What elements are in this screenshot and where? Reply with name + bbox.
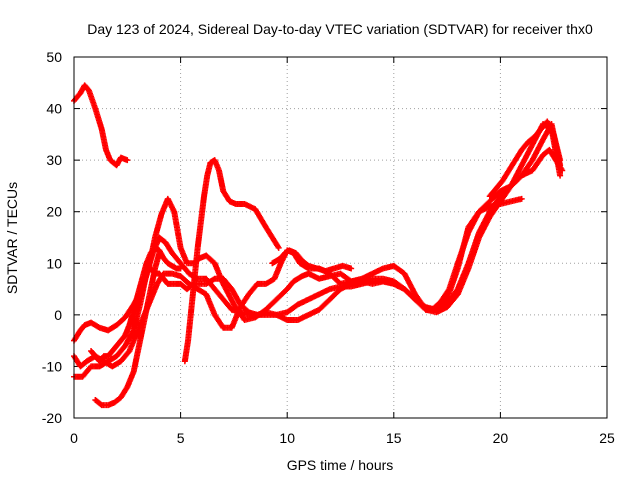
series-track-6 xyxy=(92,249,163,409)
data-point xyxy=(518,195,525,202)
y-tick-label: 10 xyxy=(46,255,62,271)
y-tick-label: 30 xyxy=(46,152,62,168)
data-point xyxy=(275,244,282,251)
y-tick-label: -20 xyxy=(42,410,62,426)
series-track-10 xyxy=(486,118,564,200)
y-tick-label: -10 xyxy=(42,358,62,374)
x-tick-label: 15 xyxy=(386,430,402,446)
series-track-4 xyxy=(71,121,564,380)
x-tick-label: 20 xyxy=(493,430,509,446)
x-tick-label: 10 xyxy=(279,430,295,446)
series-track-3 xyxy=(71,146,566,370)
x-tick-label: 25 xyxy=(599,430,615,446)
data-point xyxy=(557,157,564,164)
data-point xyxy=(557,172,564,179)
y-axis-label: SDTVAR / TECUs xyxy=(4,182,20,294)
data-points xyxy=(71,82,566,409)
y-tick-label: 0 xyxy=(54,307,62,323)
series-track-8 xyxy=(122,244,184,339)
plot-frame xyxy=(73,56,608,419)
y-tick-label: 50 xyxy=(46,49,62,65)
y-ticks: -20 -10 0 10 20 30 40 50 xyxy=(42,49,607,426)
y-tick-label: 20 xyxy=(46,204,62,220)
x-ticks: 0 5 10 15 20 25 xyxy=(70,57,615,446)
x-tick-label: 5 xyxy=(177,430,185,446)
data-point xyxy=(348,265,355,272)
x-tick-label: 0 xyxy=(70,430,78,446)
y-tick-label: 40 xyxy=(46,101,62,117)
series-track-1 xyxy=(71,82,131,169)
chart-title: Day 123 of 2024, Sidereal Day-to-day VTE… xyxy=(87,21,593,37)
series-track-7 xyxy=(181,157,282,365)
data-point xyxy=(124,157,131,164)
series-track-9 xyxy=(269,247,355,275)
data-point xyxy=(177,265,184,272)
data-point xyxy=(557,162,564,169)
x-axis-label: GPS time / hours xyxy=(287,457,394,473)
